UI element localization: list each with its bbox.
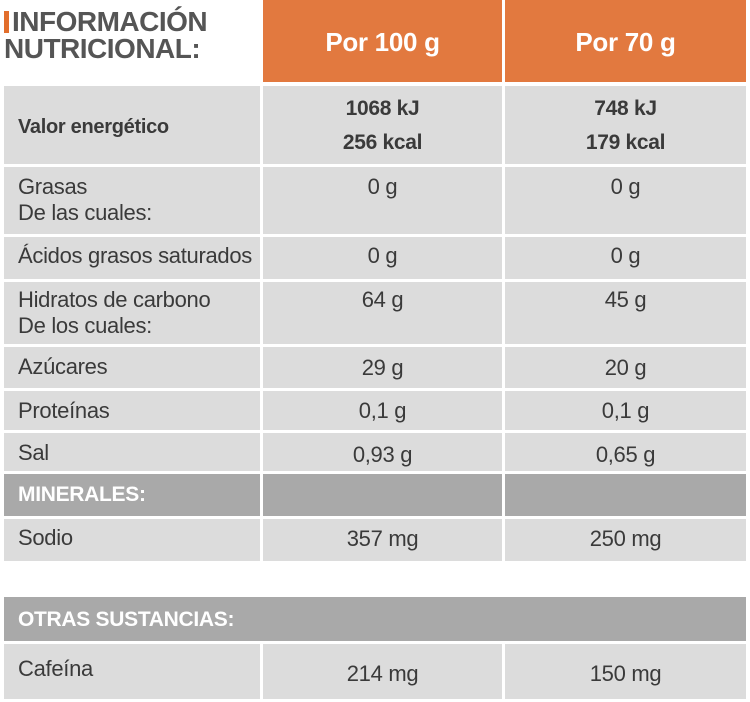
table-row: Cafeína 214 mg 150 mg <box>0 644 750 699</box>
section-header-minerals: MINERALES: <box>0 474 750 516</box>
value-text: 357 mg <box>346 526 419 551</box>
row-label-cell: Hidratos de carbono De los cuales: <box>4 282 260 344</box>
value-cell: 0 g <box>505 237 746 279</box>
value-text: 64 g <box>361 287 404 312</box>
value-cell: 214 mg <box>263 644 502 699</box>
value-cell: 0 g <box>505 167 746 234</box>
value-cell: 64 g <box>263 282 502 344</box>
value-text: 179 kcal <box>585 131 666 154</box>
value-text: 250 mg <box>589 526 662 551</box>
row-sublabel: De los cuales: <box>18 313 152 338</box>
value-cell: 250 mg <box>505 519 746 561</box>
value-cell: 748 kJ 179 kcal <box>505 86 746 164</box>
row-label-cell: Azúcares <box>4 347 260 388</box>
table-row: Azúcares 29 g 20 g <box>0 347 750 388</box>
value-cell: 29 g <box>263 347 502 388</box>
section-empty-cell <box>263 474 502 516</box>
value-text: 0,1 g <box>601 398 650 423</box>
section-empty-cell <box>505 474 746 516</box>
value-text: 1068 kJ <box>345 97 420 120</box>
column-header-label: Por 100 g <box>325 27 440 57</box>
table-row: Sal 0,93 g 0,65 g <box>0 433 750 471</box>
title-line-1: INFORMACIÓN <box>12 6 208 37</box>
value-text: 748 kJ <box>594 97 657 120</box>
table-title: INFORMACIÓN NUTRICIONAL: <box>4 6 260 64</box>
value-text: 0,1 g <box>358 398 407 423</box>
row-label: Sodio <box>18 525 73 550</box>
column-header-label: Por 70 g <box>575 27 676 57</box>
row-label-cell: Valor energético <box>4 86 260 164</box>
value-text: 214 mg <box>346 661 419 686</box>
value-text: 256 kcal <box>342 131 423 154</box>
column-header-per-70g: Por 70 g <box>505 0 746 82</box>
value-cell: 0 g <box>263 167 502 234</box>
value-cell: 0,65 g <box>505 433 746 471</box>
value-text: 20 g <box>604 355 647 380</box>
table-row: Ácidos grasos saturados 0 g 0 g <box>0 237 750 279</box>
value-cell: 20 g <box>505 347 746 388</box>
title-accent-bar <box>4 11 9 33</box>
row-label: Ácidos grasos saturados <box>18 243 253 268</box>
table-header: INFORMACIÓN NUTRICIONAL: Por 100 g Por 7… <box>0 0 750 82</box>
value-cell: 45 g <box>505 282 746 344</box>
section-label-cell: MINERALES: <box>4 474 260 516</box>
section-label: MINERALES: <box>18 483 146 506</box>
value-cell: 357 mg <box>263 519 502 561</box>
value-cell: 0,1 g <box>505 391 746 430</box>
row-label-cell: Cafeína <box>4 644 260 699</box>
row-label-cell: Proteínas <box>4 391 260 430</box>
row-label: Valor energético <box>18 116 169 138</box>
table-row: Sodio 357 mg 250 mg <box>0 519 750 561</box>
value-text: 29 g <box>361 355 404 380</box>
column-header-per-100g: Por 100 g <box>263 0 502 82</box>
value-cell: 0,93 g <box>263 433 502 471</box>
table-row: Hidratos de carbono De los cuales: 64 g … <box>0 282 750 344</box>
table-row: Grasas De las cuales: 0 g 0 g <box>0 167 750 234</box>
section-header-other-substances: OTRAS SUSTANCIAS: <box>0 597 750 641</box>
row-label: Hidratos de carbono <box>18 287 211 312</box>
row-label-cell: Sodio <box>4 519 260 561</box>
section-label-cell: OTRAS SUSTANCIAS: <box>4 597 746 641</box>
title-line-2: NUTRICIONAL: <box>4 33 201 64</box>
value-text: 0 g <box>610 174 641 199</box>
row-label: Sal <box>18 440 49 465</box>
value-text: 0 g <box>367 243 398 268</box>
value-text: 0 g <box>610 243 641 268</box>
value-text: 45 g <box>604 287 647 312</box>
row-label-cell: Grasas De las cuales: <box>4 167 260 234</box>
row-label-cell: Ácidos grasos saturados <box>4 237 260 279</box>
value-cell: 1068 kJ 256 kcal <box>263 86 502 164</box>
value-text: 0 g <box>367 174 398 199</box>
row-label-cell: Sal <box>4 433 260 471</box>
table-row: Valor energético 1068 kJ 256 kcal 748 kJ… <box>0 86 750 164</box>
row-label: Proteínas <box>18 398 110 423</box>
value-text: 0,65 g <box>595 442 656 467</box>
row-label: Cafeína <box>18 656 93 681</box>
section-label: OTRAS SUSTANCIAS: <box>18 608 235 631</box>
value-text: 150 mg <box>589 661 662 686</box>
row-label: Grasas <box>18 174 88 199</box>
value-cell: 150 mg <box>505 644 746 699</box>
value-text: 0,93 g <box>352 442 413 467</box>
row-sublabel: De las cuales: <box>18 200 152 225</box>
row-label: Azúcares <box>18 354 108 379</box>
value-cell: 0 g <box>263 237 502 279</box>
table-row: Proteínas 0,1 g 0,1 g <box>0 391 750 430</box>
value-cell: 0,1 g <box>263 391 502 430</box>
